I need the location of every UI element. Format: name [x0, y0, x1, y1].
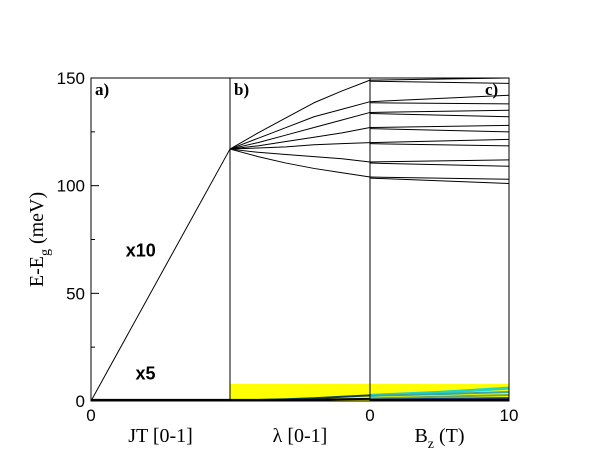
- panel-3: [369, 78, 509, 401]
- panel-2-series-7: [229, 148, 371, 178]
- panel-3-xlabel-sub: z: [428, 437, 434, 452]
- panel-3-label: c): [485, 80, 498, 99]
- panel-2-series-3: [229, 111, 371, 150]
- panel-3-series-16: [369, 390, 509, 397]
- panel-3-xlabel: Bz (T): [414, 425, 464, 452]
- panel-2-series-6: [229, 148, 371, 163]
- panel-2-series-2: [229, 101, 371, 150]
- y-axis-label-sub: g: [38, 249, 53, 256]
- panels-layer: [91, 78, 509, 401]
- panel-1-annotation-1: x10: [126, 241, 156, 261]
- panel-1-label: a): [95, 80, 109, 99]
- panel-2-xlabel-text: λ [0-1]: [273, 425, 328, 447]
- panel-2-series-5: [229, 142, 371, 150]
- panel-3-series-5: [369, 109, 509, 113]
- panel-2-series-4: [229, 127, 371, 150]
- panel-3-series-11: [369, 159, 509, 163]
- panel-3-series-14: [369, 177, 509, 185]
- panel-1-xlabel: JT [0-1]: [128, 425, 193, 447]
- ytick-label-2: 50: [66, 284, 85, 303]
- panel-2: [229, 79, 371, 401]
- panel-2-series-9: [230, 397, 371, 401]
- panel-2-series-1: [229, 79, 371, 150]
- y-axis-label: E-Eg (meV): [26, 192, 53, 287]
- panel-2-xlabel: λ [0-1]: [273, 425, 328, 447]
- panel-3-xtick-label-2: 10: [500, 406, 519, 425]
- y-axis-ticks: 0 50 100 150: [57, 69, 99, 411]
- panel-3-xtick-label-1: 0: [365, 406, 374, 425]
- panel-1-annotation-2: x5: [135, 363, 155, 383]
- panel-3-series-3: [369, 94, 509, 103]
- y-axis-label-unit: (meV): [26, 192, 48, 249]
- panel-3-series-6: [369, 113, 509, 118]
- panel-3-series-10: [369, 143, 509, 147]
- axis-labels: a) x10 x5 JT [0-1] b) λ [0-1] c) Bz (T) E-Eg (me…: [26, 80, 498, 452]
- panel-3-series-17: [369, 393, 509, 400]
- panel-1-xtick-label-1: 0: [86, 406, 95, 425]
- panel-3-xlabel-text: B: [414, 425, 427, 447]
- panel-1-series-1: [91, 148, 231, 401]
- panel-3-series-8: [369, 128, 509, 133]
- panel-1-xlabel-text: JT [0-1]: [128, 425, 193, 447]
- ytick-label-3: 100: [57, 177, 85, 196]
- panel-3-series-12: [369, 162, 509, 167]
- panel-3-series-4: [369, 102, 509, 105]
- panel-3-series-7: [369, 124, 509, 129]
- y-axis-label-text: E-E: [26, 256, 48, 287]
- panel-3-xlabel-unit: (T): [434, 425, 465, 447]
- ytick-label-4: 150: [57, 69, 85, 88]
- panel-1: [91, 148, 231, 401]
- panel-3-series-9: [369, 138, 509, 144]
- ytick-label-1: 0: [76, 392, 85, 411]
- panel-2-label: b): [234, 80, 249, 99]
- panel-3-series-13: [369, 176, 509, 180]
- x-axis-ticks: 0 0 10: [86, 394, 518, 425]
- panel-3-series-2: [369, 80, 509, 84]
